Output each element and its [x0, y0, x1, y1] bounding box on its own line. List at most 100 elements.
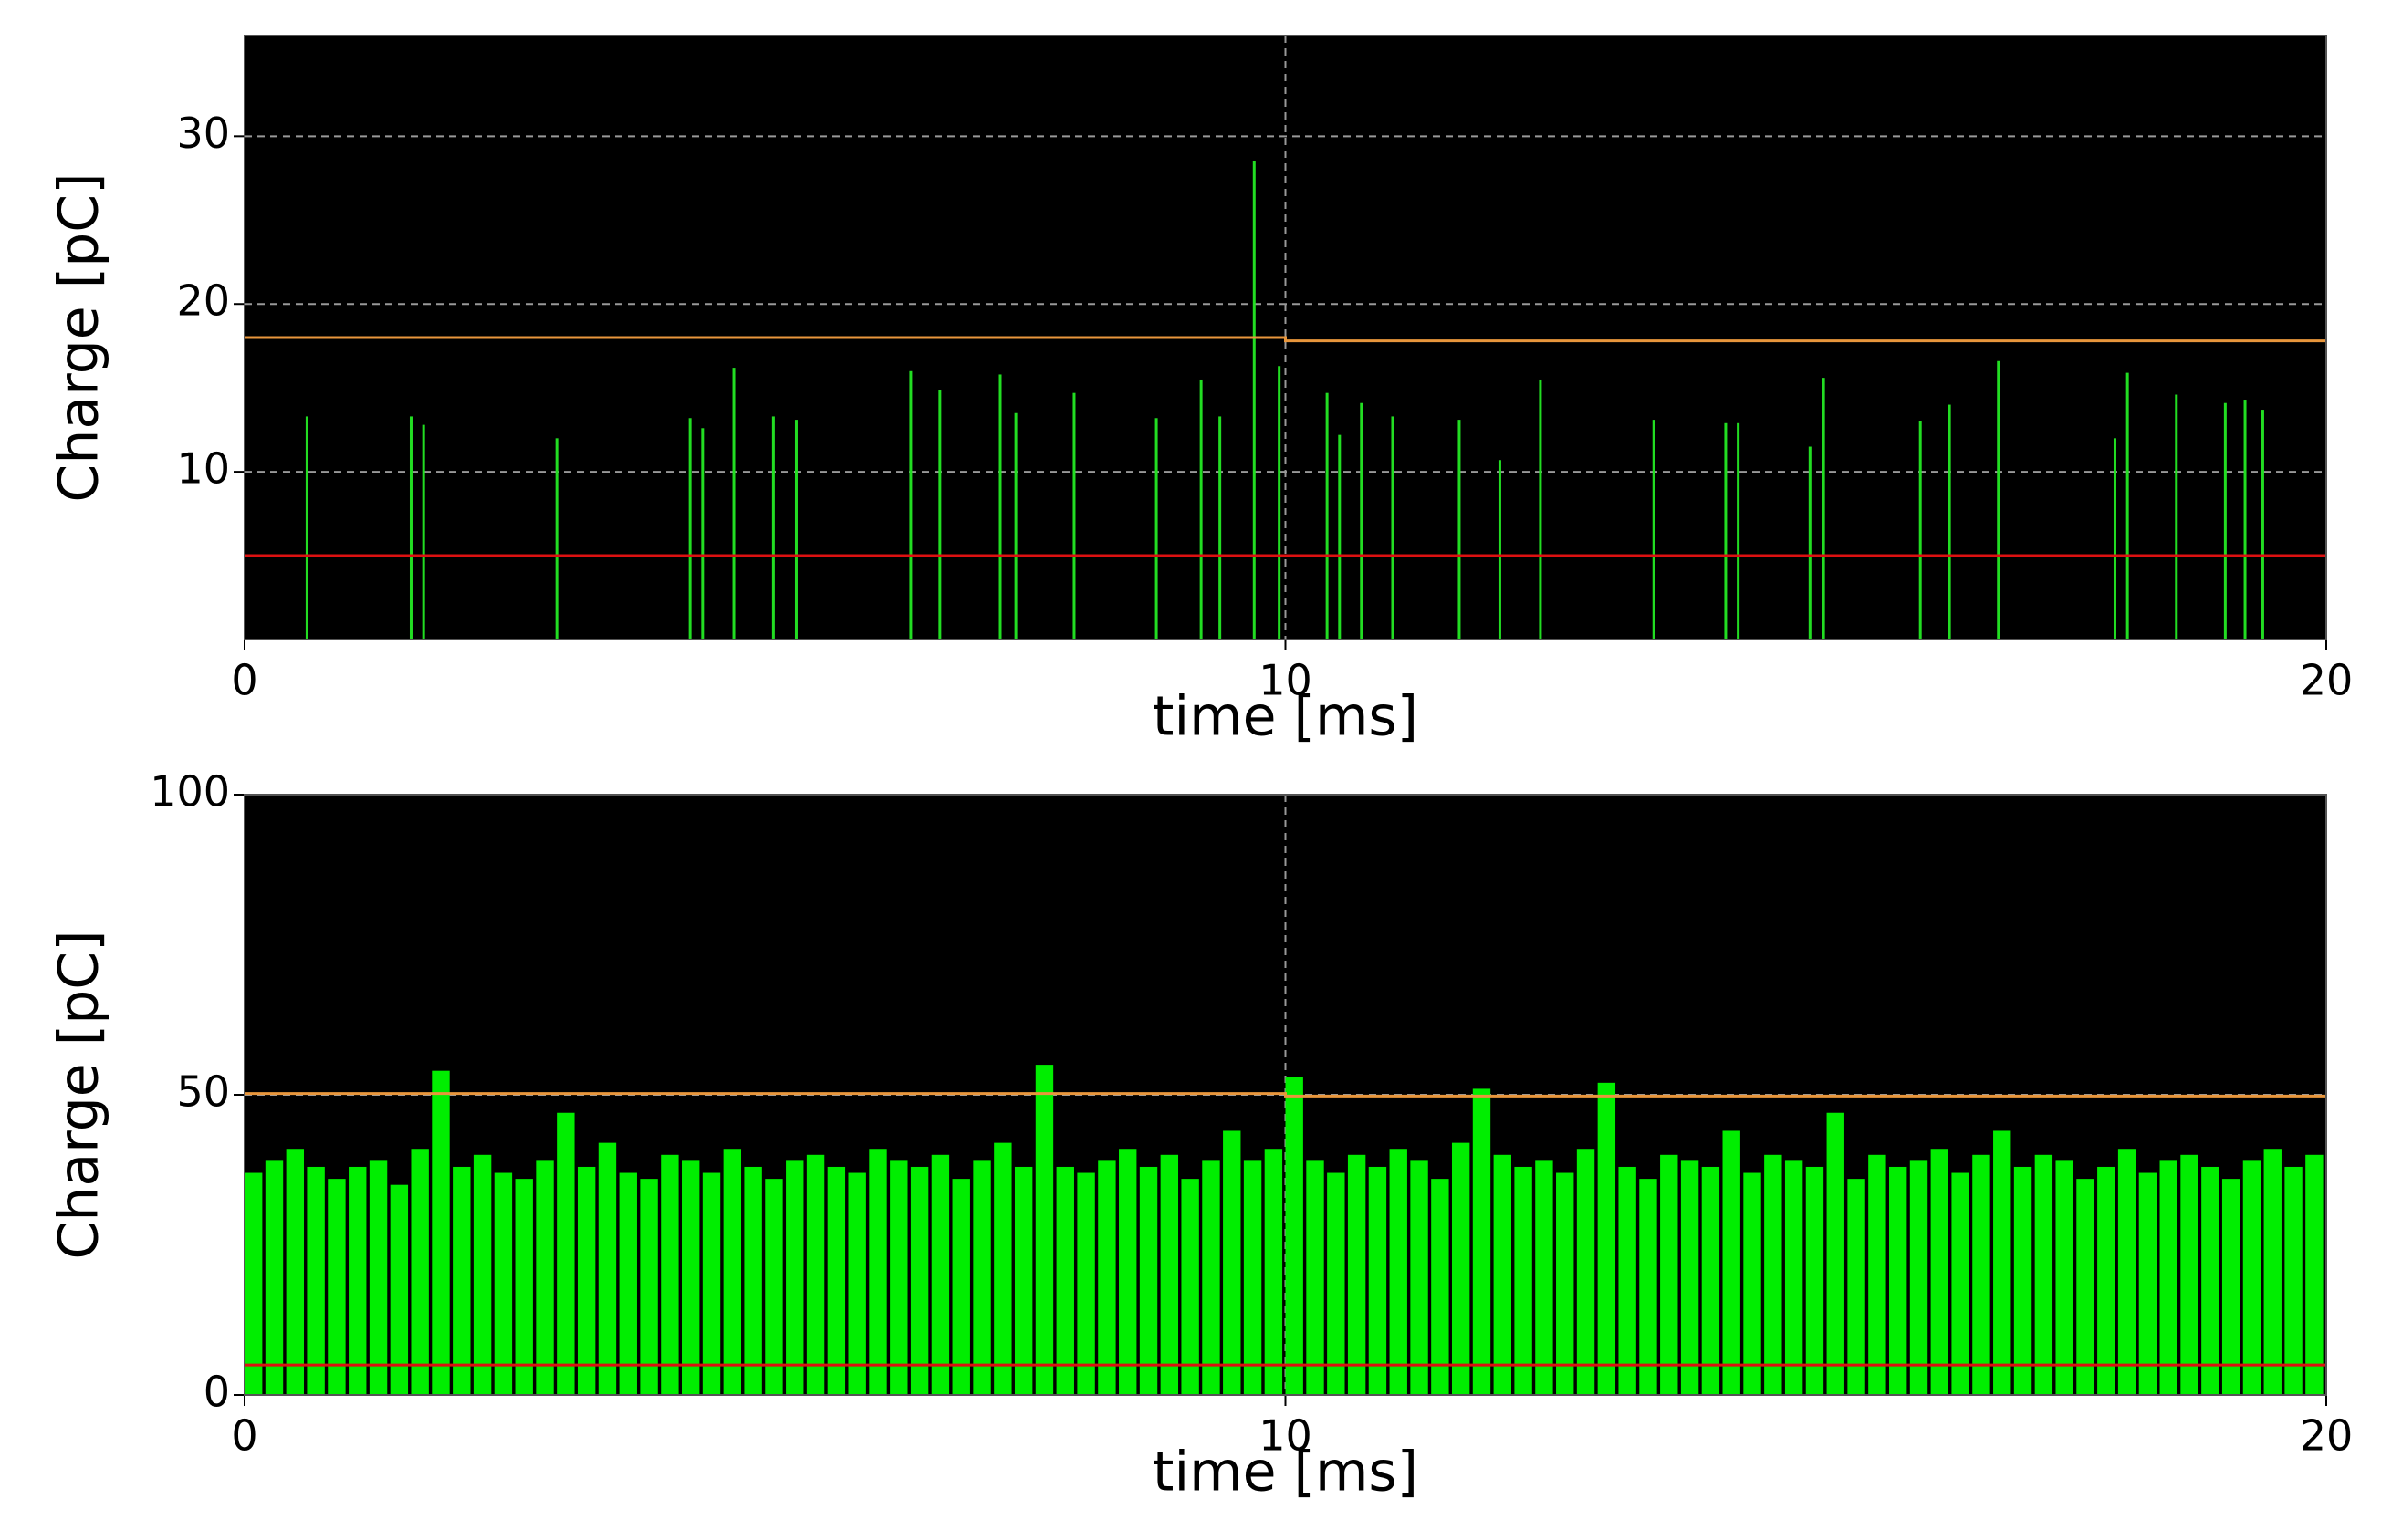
bar [1199, 379, 1203, 640]
bar [827, 1166, 846, 1395]
x-tick-label: 20 [2300, 1411, 2354, 1461]
bar [1360, 402, 1363, 640]
bar [1457, 420, 1461, 640]
bar [973, 1160, 991, 1395]
bar [1264, 1149, 1283, 1395]
bar [1056, 1166, 1074, 1395]
bar [952, 1179, 970, 1395]
bar [1306, 1160, 1324, 1395]
bar [1930, 1149, 1948, 1395]
bar [1119, 1149, 1137, 1395]
bar [1139, 1166, 1158, 1395]
plot [244, 36, 2327, 640]
bar [2117, 1149, 2136, 1395]
bar [1014, 412, 1018, 640]
threshold-line [245, 1092, 2326, 1098]
bar [869, 1149, 887, 1395]
bar [1451, 1142, 1470, 1395]
bar [1972, 1154, 1990, 1395]
bar [307, 1166, 325, 1395]
bar [305, 416, 308, 640]
bar [432, 1070, 450, 1395]
bar [1410, 1160, 1428, 1395]
bar [286, 1149, 305, 1395]
bar [1808, 446, 1812, 640]
bar [1514, 1166, 1532, 1395]
bar [1764, 1154, 1782, 1395]
bar [1618, 1166, 1636, 1395]
bar [1243, 1160, 1262, 1395]
bar [2284, 1166, 2303, 1395]
bar [1951, 1172, 1969, 1395]
threshold-line [245, 336, 2326, 343]
bar [1327, 1172, 1345, 1395]
bar [2223, 402, 2227, 640]
bar [1805, 1166, 1824, 1395]
bar [890, 1160, 908, 1395]
bar [909, 370, 913, 640]
bar [1278, 366, 1281, 640]
x-tick-label: 20 [2300, 656, 2354, 705]
bar [515, 1179, 533, 1395]
bar [702, 1172, 721, 1395]
x-tick-label: 10 [1258, 656, 1312, 705]
bar [640, 1179, 658, 1395]
bar [265, 1160, 284, 1395]
bar [619, 1172, 637, 1395]
bar [557, 1112, 575, 1395]
bar [1847, 1179, 1865, 1395]
bar [1338, 434, 1342, 640]
x-axis-title: time [ms] [1153, 1441, 1418, 1504]
bar [1472, 1088, 1491, 1395]
plot-frame [244, 794, 2327, 1396]
bar [1252, 161, 1256, 640]
bar [938, 390, 942, 640]
bar [536, 1160, 554, 1395]
bar [688, 418, 692, 640]
y-tick-label: 10 [176, 444, 230, 494]
bar [1652, 420, 1655, 640]
bar [2261, 410, 2264, 640]
bar [1535, 1160, 1553, 1395]
plot [244, 794, 2327, 1396]
bar [2076, 1179, 2094, 1395]
y-tick-label: 30 [176, 109, 230, 158]
x-tick-label: 0 [231, 656, 257, 705]
bar [794, 420, 798, 640]
bar [1826, 1112, 1844, 1395]
bar [349, 1166, 367, 1395]
bar [1888, 1166, 1907, 1395]
bar [1077, 1172, 1095, 1395]
bar [848, 1172, 866, 1395]
bar [1909, 1160, 1928, 1395]
bar [453, 1166, 471, 1395]
bar [910, 1166, 929, 1395]
bar [598, 1142, 617, 1395]
bar [998, 374, 1002, 640]
bar [1639, 1179, 1657, 1395]
bar [682, 1160, 700, 1395]
bar [1223, 1130, 1241, 1395]
x-tick-label: 0 [231, 1411, 257, 1461]
bar [701, 428, 705, 640]
bar [2180, 1154, 2198, 1395]
x-axis-title: time [ms] [1153, 685, 1418, 749]
bar [390, 1184, 409, 1395]
bar [994, 1142, 1012, 1395]
bar [931, 1154, 950, 1395]
bar [245, 1172, 263, 1395]
bar [328, 1179, 346, 1395]
bar [765, 1179, 783, 1395]
bar [771, 416, 775, 640]
bar [422, 424, 425, 640]
bar [1498, 460, 1501, 640]
bar [1181, 1179, 1199, 1395]
bar [1098, 1160, 1116, 1395]
bar [1368, 1166, 1387, 1395]
y-tick-label: 0 [204, 1368, 230, 1417]
y-tick-label: 50 [176, 1067, 230, 1117]
bar [1722, 1130, 1740, 1395]
bar [723, 1149, 742, 1395]
